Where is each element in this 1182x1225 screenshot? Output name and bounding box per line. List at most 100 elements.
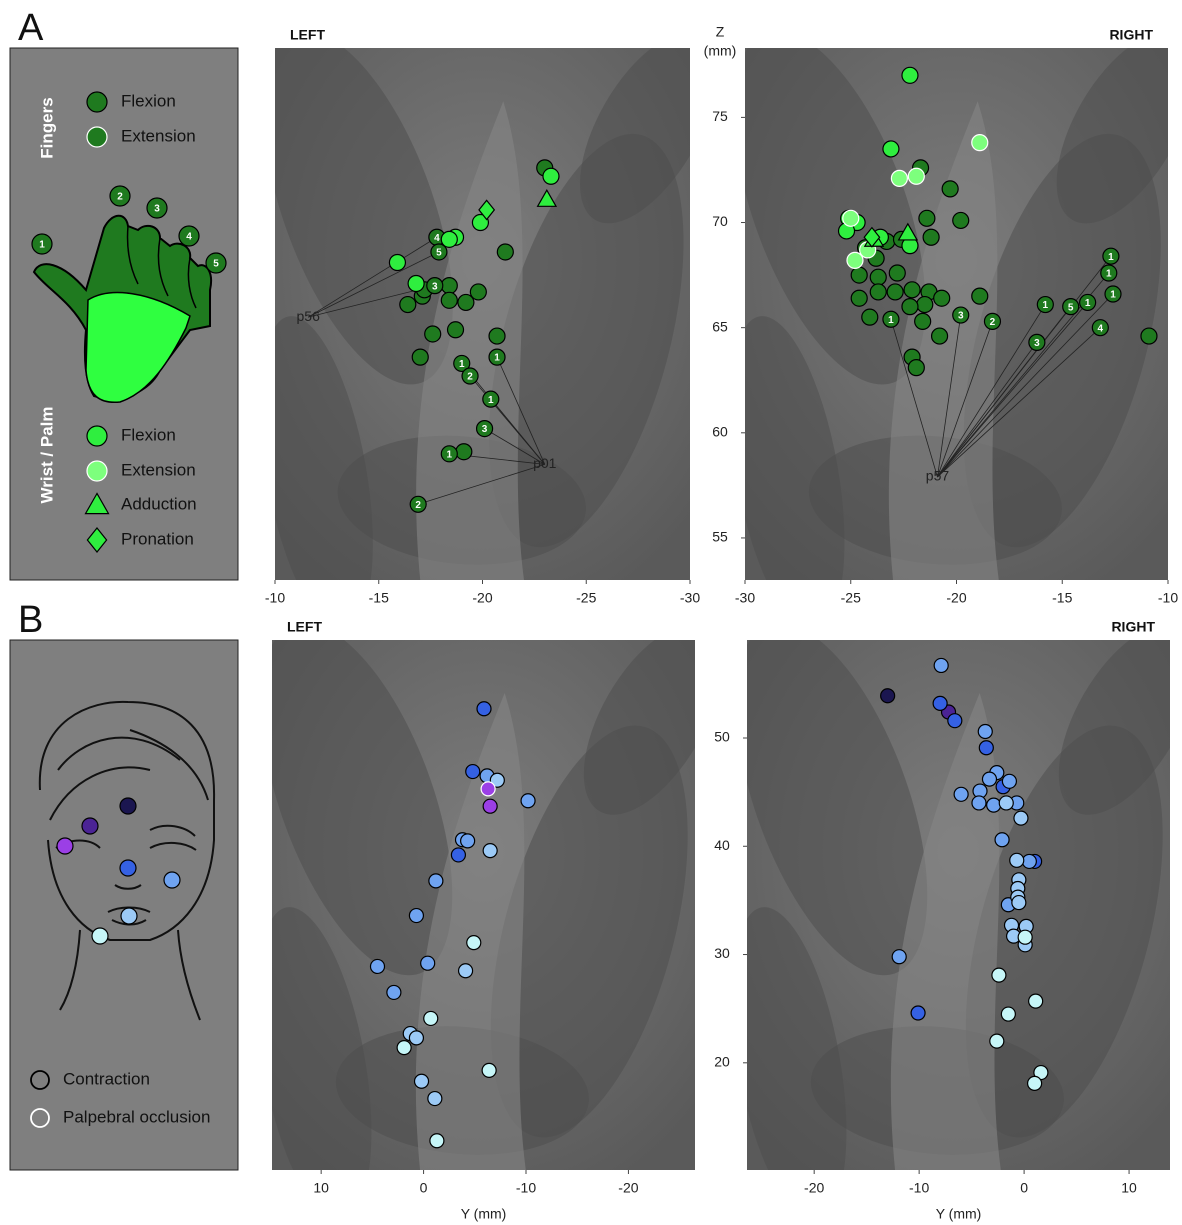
data-point (387, 985, 401, 999)
x-tick-label: 10 (1121, 1180, 1137, 1196)
y-tick-label: 55 (712, 529, 728, 545)
panel-label: B (18, 599, 43, 641)
point-label: 1 (459, 359, 465, 370)
data-point (870, 269, 886, 285)
x-axis-label: Y (mm) (461, 1206, 507, 1222)
point-label: 1 (1110, 290, 1116, 301)
data-point (987, 798, 1001, 812)
legend-digit: 2 (117, 192, 123, 203)
data-point (851, 290, 867, 306)
data-point (1001, 1007, 1015, 1021)
data-point (543, 168, 559, 184)
face-marker (164, 872, 180, 888)
data-point (843, 210, 859, 226)
legend-label: Contraction (63, 1069, 150, 1088)
data-point (908, 360, 924, 376)
legend-digit: 3 (154, 204, 160, 215)
legend-marker (87, 127, 107, 147)
data-point (982, 772, 996, 786)
data-point (972, 288, 988, 304)
data-point (428, 1092, 442, 1106)
data-point (889, 265, 905, 281)
data-point (448, 322, 464, 338)
face-marker (121, 908, 137, 924)
point-label: 5 (1068, 302, 1074, 313)
figure: A B Fingers Wrist / Palm FlexionExtensio… (0, 0, 1182, 1225)
data-point (999, 796, 1013, 810)
data-point (862, 309, 878, 325)
legend-digit: 5 (213, 259, 219, 270)
data-point (409, 1031, 423, 1045)
x-tick-label: -15 (1052, 590, 1072, 606)
data-point (847, 252, 863, 268)
data-point (995, 833, 1009, 847)
point-label: 1 (488, 395, 494, 406)
page: A B Fingers Wrist / Palm FlexionExtensio… (0, 0, 1182, 1225)
data-point (919, 210, 935, 226)
data-point (497, 244, 513, 260)
brain-surface (697, 599, 1182, 1225)
data-point (902, 67, 918, 83)
data-point (415, 1074, 429, 1088)
data-point (979, 741, 993, 755)
x-tick-label: -25 (841, 590, 861, 606)
data-point (461, 834, 475, 848)
x-tick-label: -20 (472, 590, 492, 606)
point-label: 3 (1034, 338, 1040, 349)
legend-digit: 4 (186, 232, 192, 243)
data-point (990, 1034, 1004, 1048)
data-point (424, 1011, 438, 1025)
face-marker (92, 928, 108, 944)
data-point (932, 328, 948, 344)
x-tick-label: 10 (313, 1180, 329, 1196)
x-tick-label: -30 (680, 590, 700, 606)
data-point (1028, 1076, 1042, 1090)
point-label: 1 (1085, 298, 1091, 309)
data-point (1012, 896, 1026, 910)
data-point (481, 782, 495, 796)
data-point (1141, 328, 1157, 344)
data-point (412, 349, 428, 365)
data-point (430, 1134, 444, 1148)
y-tick-label: 75 (712, 108, 728, 124)
y-tick-label: 20 (714, 1054, 730, 1070)
data-point (933, 696, 947, 710)
data-point (441, 292, 457, 308)
brain-surface (694, 7, 1182, 640)
x-tick-label: -10 (1158, 590, 1178, 606)
face-marker (120, 798, 136, 814)
data-point (489, 328, 505, 344)
legend-digit: 1 (39, 240, 45, 251)
data-point (917, 297, 933, 313)
legend-label: Adduction (121, 494, 197, 513)
point-label: 3 (958, 311, 964, 322)
data-point (483, 799, 497, 813)
data-point (409, 909, 423, 923)
data-point (466, 765, 480, 779)
legend-label: Pronation (121, 529, 194, 548)
annotation: p57 (926, 468, 950, 484)
chart-title: LEFT (290, 27, 325, 43)
data-point (908, 168, 924, 184)
y-axis-label: (mm) (704, 43, 737, 59)
x-axis-label: Y (mm) (936, 1206, 982, 1222)
data-point (915, 313, 931, 329)
data-point (429, 874, 443, 888)
legend-label: Palpebral occlusion (63, 1107, 210, 1126)
data-point (397, 1041, 411, 1055)
data-point (934, 658, 948, 672)
brain-surface (222, 599, 750, 1225)
data-point (881, 689, 895, 703)
data-point (972, 135, 988, 151)
data-point (870, 284, 886, 300)
x-tick-label: -20 (804, 1180, 824, 1196)
legend-label: Extension (121, 460, 196, 479)
data-point (441, 278, 457, 294)
panel-label: A (18, 7, 44, 49)
point-label: 5 (436, 248, 442, 259)
data-point (389, 254, 405, 270)
data-point (992, 968, 1006, 982)
data-point (370, 959, 384, 973)
annotation: p56 (297, 308, 321, 324)
data-point (923, 229, 939, 245)
